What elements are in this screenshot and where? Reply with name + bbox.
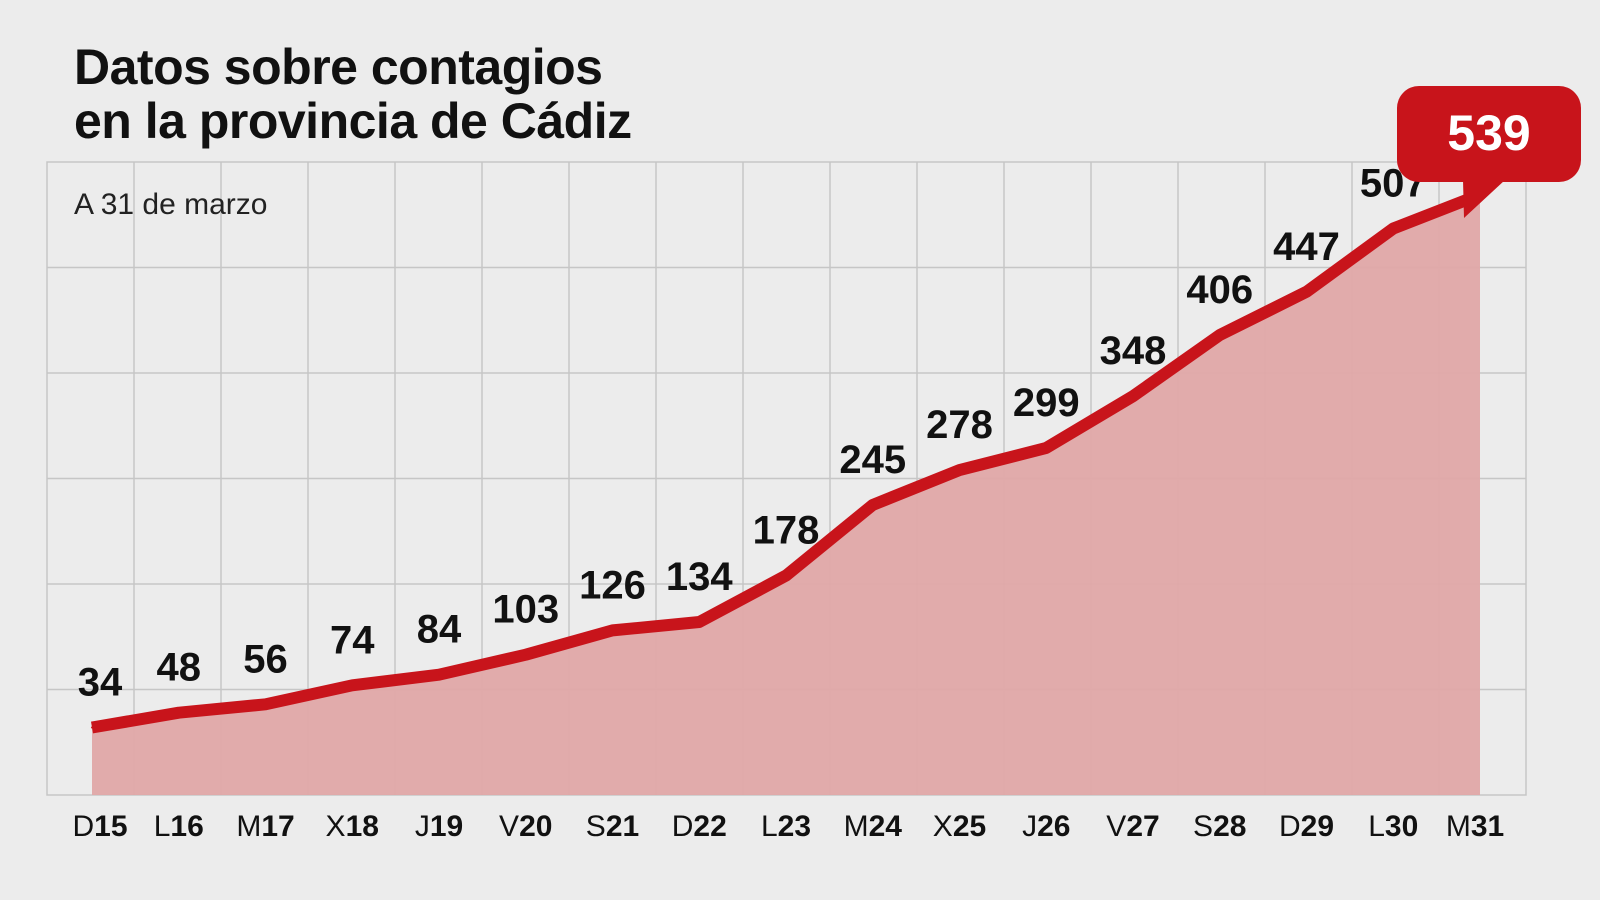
callout-box (1397, 86, 1581, 182)
chart-subtitle: A 31 de marzo (74, 188, 268, 221)
data-point (91, 726, 93, 729)
data-label: 245 (839, 438, 906, 482)
x-tick-label: M31 (1446, 810, 1504, 843)
callout-value: 539 (1447, 105, 1530, 161)
title-line-2: en la provincia de Cádiz (74, 93, 632, 149)
x-tick-label: L23 (761, 810, 811, 843)
data-label: 447 (1273, 225, 1340, 269)
data-point (438, 673, 440, 676)
data-label: 126 (579, 563, 646, 607)
x-tick-label: S21 (586, 810, 639, 843)
data-point (177, 711, 180, 714)
data-label: 103 (492, 588, 559, 632)
data-label: 178 (753, 509, 820, 553)
area-fill (92, 194, 1480, 795)
title-line-1: Datos sobre contagios (74, 39, 603, 95)
data-point (1218, 334, 1221, 337)
data-label: 74 (330, 618, 375, 662)
data-point (611, 629, 614, 632)
data-point (351, 684, 354, 687)
data-label: 34 (78, 660, 123, 704)
x-tick-label: M17 (236, 810, 294, 843)
data-label: 406 (1186, 268, 1253, 312)
data-label: 299 (1013, 381, 1080, 425)
x-tick-labels: D15 L16 M17 X18 J19 V20 S21 D22 L23 M24 X25 J26 V27 S… (72, 810, 1504, 843)
x-tick-label: X25 (933, 810, 986, 843)
data-point (524, 653, 527, 656)
chart-title: Datos sobre contagios en la provincia de… (74, 40, 632, 148)
data-point (1392, 227, 1395, 230)
x-tick-label: L16 (154, 810, 204, 843)
data-point (1132, 395, 1134, 398)
x-tick-label: D22 (672, 810, 727, 843)
x-tick-label: J26 (1022, 810, 1070, 843)
x-tick-label: X18 (326, 810, 379, 843)
x-tick-label: M24 (844, 810, 903, 843)
data-point (1045, 446, 1048, 449)
data-point (785, 574, 787, 577)
data-label: 48 (157, 646, 202, 690)
data-point (958, 469, 961, 472)
data-point (1305, 290, 1308, 293)
x-tick-label: V20 (499, 810, 552, 843)
data-label: 84 (417, 608, 462, 652)
data-labels: 34 48 56 74 84 103 126 134 178 245 278 299 348 406 447… (78, 161, 1481, 729)
x-tick-label: S28 (1193, 810, 1246, 843)
data-label: 56 (243, 637, 288, 681)
data-point (264, 703, 267, 706)
x-tick-label: D15 (72, 810, 127, 843)
x-tick-label: D29 (1279, 810, 1334, 843)
callout-pointer (1463, 180, 1505, 218)
data-point (871, 503, 874, 506)
x-tick-label: L30 (1368, 810, 1418, 843)
x-tick-label: V27 (1106, 810, 1159, 843)
data-label: 134 (666, 555, 733, 599)
x-tick-label: J19 (415, 810, 463, 843)
data-label: 348 (1100, 329, 1167, 373)
data-label: 278 (926, 403, 993, 447)
data-point (698, 620, 701, 623)
last-value-callout: 539 (1397, 86, 1581, 218)
